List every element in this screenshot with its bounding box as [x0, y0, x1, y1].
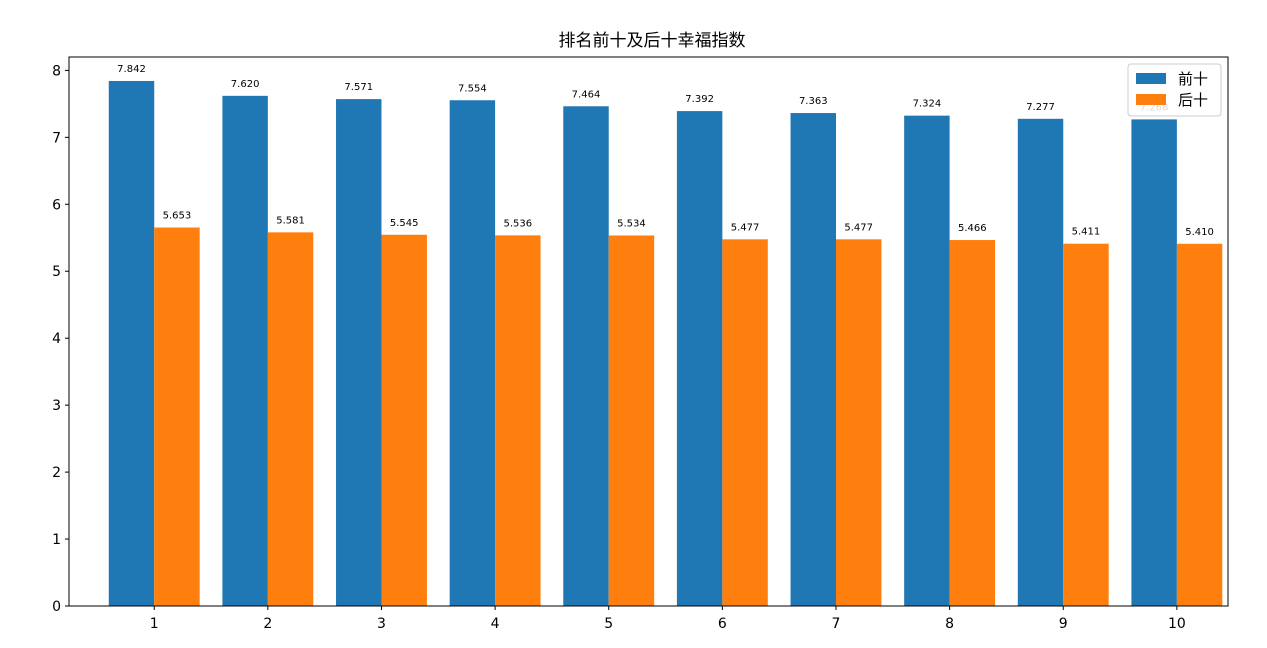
data-label: 5.477 [844, 222, 873, 233]
bar-top10-1 [108, 80, 155, 607]
legend-swatch [1136, 94, 1166, 105]
data-label: 5.653 [163, 211, 192, 222]
data-label: 5.466 [958, 223, 987, 234]
y-tick-label: 8 [52, 63, 61, 79]
bar-top10-8 [904, 115, 950, 607]
data-label: 5.545 [390, 218, 419, 229]
data-label: 5.534 [617, 218, 646, 229]
x-tick-label: 5 [604, 616, 613, 632]
bar-top10-10 [1131, 119, 1177, 607]
data-label: 5.477 [731, 222, 760, 233]
x-tick-label: 10 [1168, 616, 1186, 632]
y-tick-label: 1 [52, 532, 61, 548]
data-label: 7.324 [913, 99, 942, 110]
x-tick-label: 6 [718, 616, 727, 632]
bar-top10-6 [676, 111, 723, 606]
legend-label: 前十 [1178, 70, 1208, 88]
x-tick-label: 4 [491, 616, 500, 632]
bar-bottom10-5 [608, 235, 655, 607]
legend-swatch [1136, 73, 1166, 84]
x-tick-label: 9 [1059, 616, 1068, 632]
legend-label: 后十 [1178, 91, 1208, 109]
bar-top10-7 [790, 113, 836, 606]
chart-title: 排名前十及后十幸福指数 [559, 31, 746, 51]
plot-frame [68, 56, 1229, 607]
bar-bottom10-10 [1176, 243, 1223, 607]
data-label: 7.620 [231, 79, 260, 90]
bar-bottom10-7 [835, 239, 882, 606]
axes-layer: 0 1 2 3 4 5 6 7 8 1 2 3 4 5 6 7 8 9 10 [52, 56, 1229, 632]
y-tick-label: 7 [52, 130, 61, 146]
bar-top10-9 [1017, 118, 1064, 607]
data-label: 7.464 [572, 89, 601, 100]
x-tick-label: 8 [945, 616, 954, 632]
y-tick-label: 5 [52, 264, 61, 280]
bar-top10-2 [222, 95, 268, 606]
bar-bottom10-4 [495, 235, 541, 607]
data-label: 5.536 [504, 218, 533, 229]
bar-bottom10-6 [722, 239, 768, 606]
x-tick-label: 1 [150, 616, 159, 632]
data-label: 7.392 [685, 94, 714, 105]
bar-top10-3 [336, 99, 382, 607]
bar-bottom10-2 [267, 232, 314, 606]
data-label: 7.277 [1026, 102, 1055, 113]
data-label: 7.363 [799, 96, 828, 107]
x-tick-label: 7 [832, 616, 841, 632]
bar-bottom10-1 [154, 227, 200, 606]
bar-bottom10-9 [1063, 243, 1109, 607]
x-tick-label: 3 [377, 616, 386, 632]
data-label: 5.411 [1072, 227, 1101, 238]
y-tick-label: 0 [52, 599, 61, 615]
bar-bottom10-3 [381, 234, 427, 606]
y-tick-label: 6 [52, 197, 61, 213]
data-label: 7.554 [458, 83, 487, 94]
data-label: 5.581 [276, 215, 305, 226]
data-label: 5.410 [1185, 227, 1214, 238]
bar-top10-5 [563, 106, 609, 607]
data-label: 7.571 [344, 82, 373, 93]
bars-layer [108, 80, 1223, 607]
y-tick-label: 2 [52, 465, 61, 481]
y-tick-label: 3 [52, 398, 61, 414]
bar-top10-4 [449, 100, 496, 606]
x-tick-label: 2 [263, 616, 272, 632]
bar-bottom10-8 [949, 240, 996, 607]
y-tick-label: 4 [52, 331, 61, 347]
data-label: 7.842 [117, 64, 146, 75]
